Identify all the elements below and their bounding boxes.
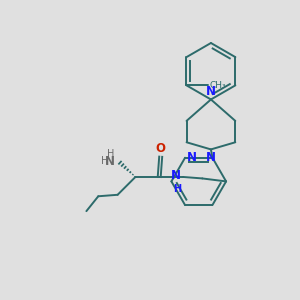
Text: CH₃: CH₃	[209, 81, 226, 90]
Text: N: N	[187, 151, 197, 164]
Text: H: H	[173, 184, 181, 194]
Text: N: N	[206, 85, 216, 98]
Text: N: N	[171, 169, 181, 182]
Text: N: N	[105, 155, 115, 168]
Text: O: O	[156, 142, 166, 155]
Text: N: N	[206, 151, 216, 164]
Text: H: H	[107, 149, 115, 159]
Text: H: H	[101, 157, 109, 166]
